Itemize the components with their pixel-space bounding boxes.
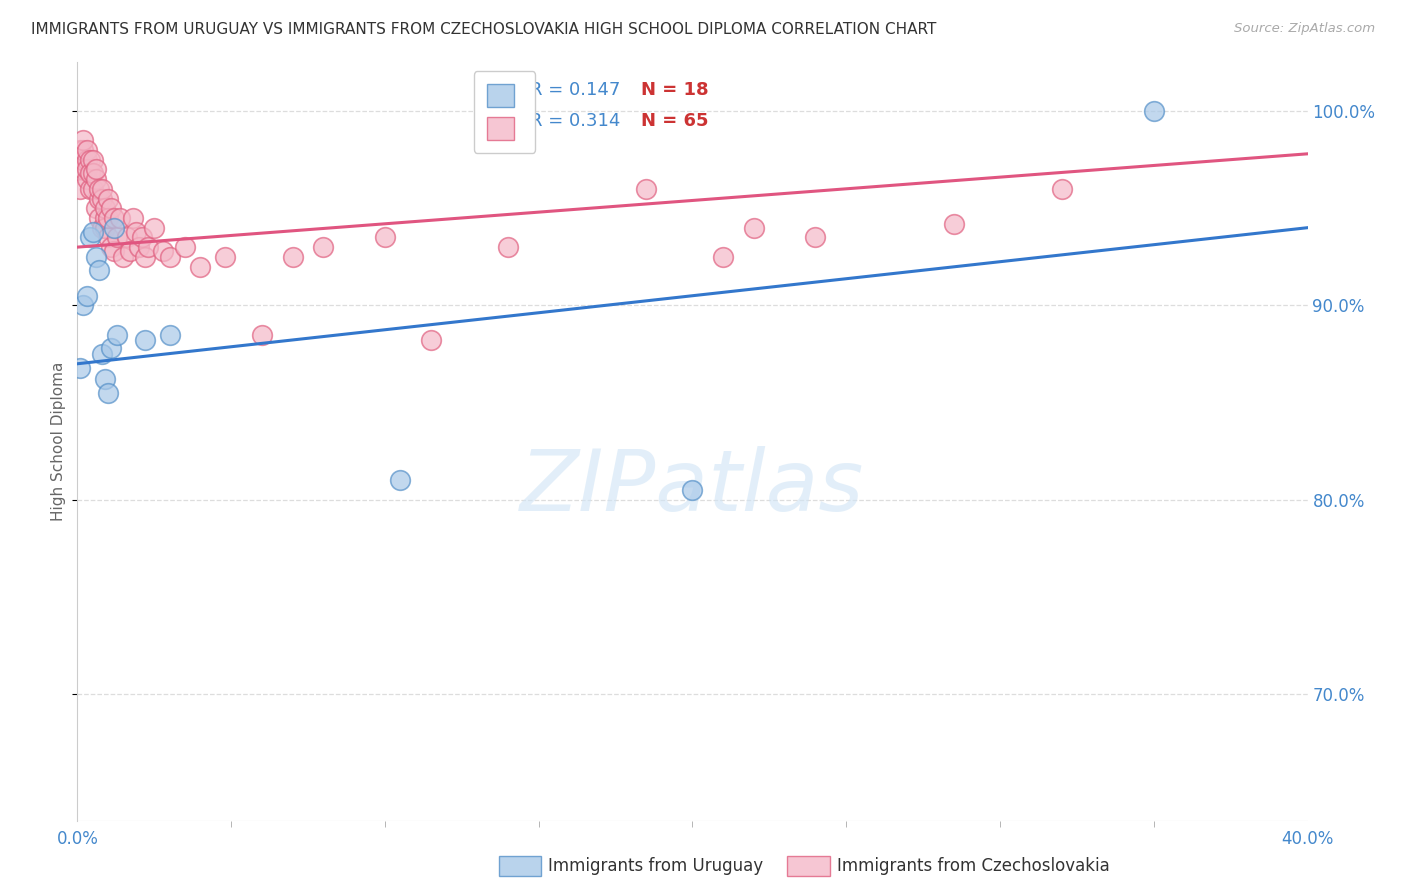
Y-axis label: High School Diploma: High School Diploma <box>51 362 66 521</box>
Point <box>742 220 765 235</box>
Point <box>84 162 107 177</box>
Point <box>87 182 110 196</box>
Point <box>134 250 156 264</box>
Point <box>159 327 181 342</box>
Text: R = 0.314: R = 0.314 <box>530 112 620 129</box>
Point <box>131 230 153 244</box>
Point <box>79 182 101 196</box>
Point <box>711 250 734 264</box>
Point <box>90 220 114 235</box>
Point <box>134 334 156 348</box>
Point <box>90 192 114 206</box>
Point <box>159 250 181 264</box>
Point <box>76 289 98 303</box>
Text: Immigrants from Czechoslovakia: Immigrants from Czechoslovakia <box>837 857 1109 875</box>
Point <box>87 211 110 225</box>
Point <box>128 240 150 254</box>
Point <box>110 211 132 225</box>
Point <box>389 474 412 488</box>
Point <box>87 263 110 277</box>
Point <box>125 225 148 239</box>
Point <box>188 260 212 274</box>
Point <box>374 230 396 244</box>
Point <box>97 192 120 206</box>
Point <box>115 230 138 244</box>
Legend: , : , <box>474 71 536 153</box>
Point <box>94 220 117 235</box>
Point <box>79 230 101 244</box>
Point <box>84 250 107 264</box>
Point <box>100 240 122 254</box>
Point <box>79 166 101 180</box>
Point <box>174 240 197 254</box>
Point <box>82 166 104 180</box>
Point <box>84 201 107 215</box>
Point <box>82 182 104 196</box>
Text: Source: ZipAtlas.com: Source: ZipAtlas.com <box>1234 22 1375 36</box>
Point <box>942 217 965 231</box>
Point <box>94 201 117 215</box>
Point <box>69 153 91 167</box>
Point <box>100 341 122 355</box>
Point <box>804 230 827 244</box>
Point <box>72 133 94 147</box>
Point <box>84 172 107 186</box>
Point <box>90 182 114 196</box>
Text: R = 0.147: R = 0.147 <box>530 81 620 99</box>
Point <box>105 230 128 244</box>
Point <box>82 225 104 239</box>
Point <box>94 211 117 225</box>
Point <box>143 220 166 235</box>
Text: ZIPatlas: ZIPatlas <box>520 445 865 529</box>
Point <box>97 386 120 401</box>
Point <box>76 162 98 177</box>
Point <box>76 143 98 157</box>
Point <box>94 372 117 386</box>
Point <box>69 143 91 157</box>
Point <box>90 347 114 361</box>
Point <box>214 250 236 264</box>
Point <box>72 162 94 177</box>
Point <box>105 327 128 342</box>
Point <box>79 153 101 167</box>
Point <box>103 211 125 225</box>
Point <box>97 230 120 244</box>
Point <box>281 250 304 264</box>
Point <box>69 182 91 196</box>
Point <box>636 182 658 196</box>
Point <box>87 192 110 206</box>
Point <box>136 240 159 254</box>
Point <box>103 220 125 235</box>
Point <box>72 298 94 312</box>
Text: N = 65: N = 65 <box>641 112 709 129</box>
Point <box>112 250 135 264</box>
Point <box>76 172 98 186</box>
Point <box>420 334 443 348</box>
Point <box>69 360 91 375</box>
Point <box>152 244 174 258</box>
Point <box>103 244 125 258</box>
Text: IMMIGRANTS FROM URUGUAY VS IMMIGRANTS FROM CZECHOSLOVAKIA HIGH SCHOOL DIPLOMA CO: IMMIGRANTS FROM URUGUAY VS IMMIGRANTS FR… <box>31 22 936 37</box>
Point <box>76 153 98 167</box>
Point <box>1050 182 1073 196</box>
Point <box>72 153 94 167</box>
Point <box>496 240 519 254</box>
Point <box>121 211 143 225</box>
Point <box>72 143 94 157</box>
Point <box>118 244 141 258</box>
Point <box>82 153 104 167</box>
Point <box>312 240 335 254</box>
Point <box>682 483 704 497</box>
Point <box>1143 103 1166 118</box>
Point <box>97 211 120 225</box>
Text: Immigrants from Uruguay: Immigrants from Uruguay <box>548 857 763 875</box>
Text: N = 18: N = 18 <box>641 81 709 99</box>
Point <box>100 201 122 215</box>
Point <box>250 327 273 342</box>
